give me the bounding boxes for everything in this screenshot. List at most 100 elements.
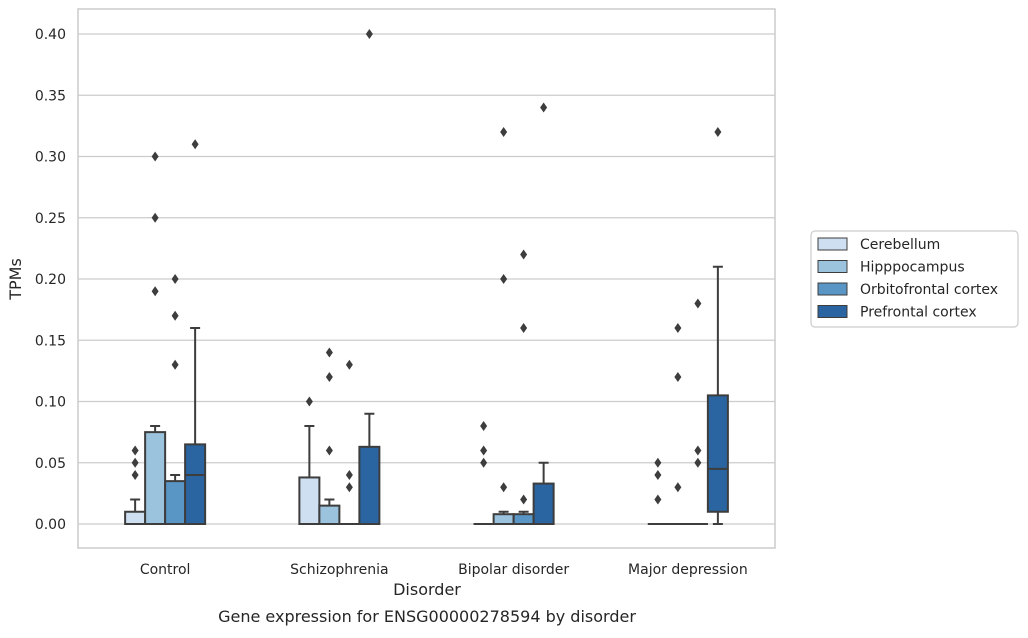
outlier-point <box>654 494 662 505</box>
outlier-point <box>714 127 722 137</box>
box-group <box>358 29 381 526</box>
x-tick-label: Bipolar disorder <box>458 562 569 578</box>
outlier-point <box>345 359 353 370</box>
box <box>164 480 187 525</box>
legend-label: Orbitofrontal cortex <box>860 282 998 298</box>
box-group <box>124 445 147 525</box>
box-group <box>667 323 688 525</box>
y-tick-label: 0.10 <box>35 395 66 411</box>
outlier-point <box>345 482 353 493</box>
y-tick-label: 0.15 <box>35 333 66 349</box>
outlier-point <box>480 457 488 468</box>
outlier-point <box>480 445 488 456</box>
legend-swatch <box>817 282 848 296</box>
outlier-point <box>131 445 139 456</box>
outlier-point <box>131 457 139 468</box>
plot-frame <box>77 8 776 549</box>
outlier-point <box>151 212 159 223</box>
legend-swatch <box>817 260 848 273</box>
outlier-point <box>480 421 488 431</box>
box-group <box>512 249 535 526</box>
series-group <box>164 249 708 526</box>
y-tick-label: 0.35 <box>35 88 66 104</box>
gridlines <box>78 33 775 525</box>
outlier-point <box>654 457 662 468</box>
box <box>144 431 167 525</box>
legend: Cerebellum Hipppocampus Orbitofrontal cort… <box>810 230 1019 328</box>
box <box>298 476 321 526</box>
outlier-point <box>365 29 373 39</box>
box-group <box>647 457 668 525</box>
outlier-point <box>191 139 199 150</box>
series-group <box>144 127 688 526</box>
box-group <box>492 127 515 526</box>
y-axis-label: TPMs <box>6 258 25 301</box>
outlier-point <box>694 445 702 456</box>
outlier-point <box>345 470 353 480</box>
outlier-point <box>654 470 662 480</box>
legend-swatch <box>817 305 848 318</box>
legend-label: Hipppocampus <box>860 260 965 276</box>
outlier-point <box>325 445 333 456</box>
y-tick-label: 0.20 <box>35 272 66 288</box>
outlier-point <box>151 151 159 162</box>
box-group <box>473 421 494 525</box>
series-group <box>184 29 729 526</box>
box-group <box>687 298 708 525</box>
y-tick-label: 0.40 <box>35 27 66 43</box>
x-axis-label: Disorder <box>393 580 461 599</box>
outlier-point <box>171 310 179 321</box>
legend-label: Prefrontal cortex <box>860 305 977 321</box>
box-series <box>124 29 729 526</box>
outlier-point <box>171 274 179 284</box>
x-tick-label: Schizophrenia <box>290 562 388 578</box>
outlier-point <box>674 482 682 493</box>
box <box>706 394 729 513</box>
outlier-point <box>694 457 702 468</box>
box <box>184 443 207 525</box>
outlier-point <box>674 323 682 333</box>
x-tick-label: Major depression <box>628 562 748 578</box>
box <box>512 513 535 526</box>
box-group <box>706 127 729 525</box>
outlier-point <box>171 359 179 370</box>
outlier-point <box>325 372 333 382</box>
outlier-point <box>520 323 528 333</box>
outlier-point <box>151 286 159 297</box>
box-group <box>298 396 321 526</box>
box <box>492 513 515 526</box>
outlier-point <box>500 274 508 284</box>
chart-title: Gene expression for ENSG00000278594 by d… <box>218 607 636 626</box>
box-group <box>339 359 360 525</box>
outlier-point <box>520 494 528 505</box>
box-group <box>144 151 167 525</box>
outlier-point <box>325 347 333 358</box>
box-group <box>164 274 187 525</box>
x-tick-label: Control <box>140 562 191 578</box>
box <box>532 482 555 526</box>
box-group <box>532 102 555 526</box>
box <box>124 510 147 525</box>
outlier-point <box>540 102 548 113</box>
outlier-point <box>131 470 139 480</box>
x-axis-ticks: Control Schizophrenia Bipolar disorder Majo… <box>140 562 748 578</box>
y-tick-label: 0.25 <box>35 211 66 227</box>
legend-swatch <box>817 237 848 251</box>
box-group <box>318 347 341 525</box>
outlier-point <box>500 482 508 493</box>
outlier-point <box>674 372 682 382</box>
plot-border <box>77 8 776 549</box>
y-tick-label: 0.05 <box>35 456 66 472</box>
y-tick-label: 0.00 <box>35 517 66 533</box>
legend-label: Cerebellum <box>860 237 940 253</box>
outlier-point <box>305 396 313 407</box>
y-tick-label: 0.30 <box>35 150 66 166</box>
box <box>318 504 341 525</box>
outlier-point <box>500 127 508 137</box>
outlier-point <box>520 249 528 260</box>
outlier-point <box>694 298 702 309</box>
legend-box <box>810 230 1019 328</box>
series-group <box>124 396 668 526</box>
